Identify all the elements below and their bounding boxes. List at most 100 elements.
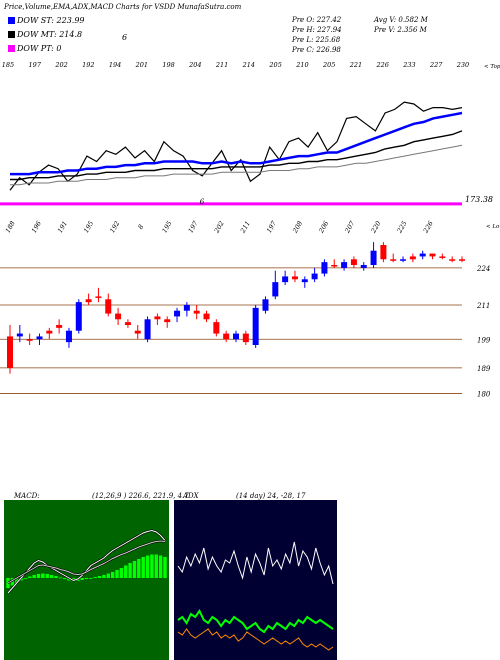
macd-histogram-bar bbox=[36, 574, 41, 578]
candle-body bbox=[223, 333, 230, 340]
price-tick-label: 211 bbox=[476, 302, 490, 310]
macd-background bbox=[4, 500, 169, 660]
legend-mt-label: DOW MT: 214.8 bbox=[17, 30, 83, 39]
page-title: Price,Volume,EMA,ADX,MACD Charts for VSD… bbox=[4, 3, 242, 11]
candle-body bbox=[154, 316, 161, 320]
info-prev-high: Pre H: 227.94 bbox=[292, 26, 342, 34]
tops-label: 205 bbox=[268, 61, 281, 69]
macd-histogram-bar bbox=[80, 578, 84, 580]
macd-histogram-bar bbox=[28, 576, 32, 578]
adx-line bbox=[177, 541, 334, 585]
candle-body bbox=[262, 299, 269, 311]
tops-label: 211 bbox=[215, 61, 228, 69]
tops-label: 230 bbox=[456, 61, 469, 69]
lows-label: 197 bbox=[265, 219, 279, 234]
candle-body bbox=[459, 259, 465, 261]
legend-st-swatch bbox=[8, 17, 15, 24]
lows-label: 208 bbox=[291, 220, 305, 236]
candle-body bbox=[301, 279, 308, 283]
lows-label: 226 bbox=[421, 220, 435, 236]
tops-label: 221 bbox=[349, 61, 362, 69]
tops-label: 210 bbox=[295, 61, 308, 69]
lows-label: 8 bbox=[136, 223, 145, 231]
candle-body bbox=[7, 336, 13, 368]
candle-body bbox=[183, 305, 190, 311]
lows-label: 196 bbox=[30, 220, 43, 235]
macd-histogram-bar bbox=[97, 576, 102, 578]
ema-series-line bbox=[9, 101, 463, 191]
tops-label: 185 bbox=[2, 61, 14, 69]
price-tick-label: 224 bbox=[476, 265, 490, 273]
macd-histogram-bar bbox=[84, 578, 89, 579]
macd-histogram-bar bbox=[158, 555, 163, 578]
candle-body bbox=[95, 296, 102, 298]
macd-histogram-bar bbox=[115, 570, 119, 578]
price-chart: 185 197 202 192 194 201 198 204 211 214 205 210 205 2… bbox=[0, 61, 500, 399]
legend-dow-pt: DOW PT: 0 bbox=[8, 44, 62, 53]
tops-label: 201 bbox=[135, 61, 148, 69]
candle-body bbox=[331, 265, 338, 267]
macd-title: MACD: bbox=[14, 492, 40, 500]
candle-body bbox=[380, 245, 387, 260]
macd-histogram-bar bbox=[106, 573, 111, 578]
legend-pt-label: DOW PT: 0 bbox=[17, 44, 62, 53]
info-prev-volume: Pre V: 2.356 M bbox=[374, 26, 427, 34]
tops-label: 226 bbox=[375, 61, 388, 69]
candle-body bbox=[242, 333, 249, 343]
lows-label: 211 bbox=[238, 220, 252, 236]
macd-histogram-bar bbox=[132, 561, 137, 578]
macd-histogram-bar bbox=[15, 578, 19, 583]
tops-label: 204 bbox=[188, 61, 201, 69]
lows-label: 225 bbox=[395, 220, 409, 236]
macd-line bbox=[7, 540, 166, 584]
candle-body bbox=[16, 333, 23, 337]
legend-st-marker: 6 bbox=[122, 33, 128, 42]
lows-label: 192 bbox=[108, 220, 121, 235]
macd-chart bbox=[4, 500, 169, 660]
lows-label: 195 bbox=[82, 220, 95, 235]
candle-body bbox=[419, 253, 426, 257]
lows-label: 191 bbox=[56, 220, 69, 235]
dow-pt-price-label: 173.38 bbox=[465, 195, 493, 204]
macd-line bbox=[7, 529, 166, 594]
lows-label: 188 bbox=[4, 220, 17, 235]
candle-body bbox=[203, 313, 210, 320]
candle-body bbox=[341, 262, 348, 268]
legend-dow-st: DOW ST: 223.99 bbox=[8, 16, 85, 25]
candle-body bbox=[46, 330, 53, 334]
candle-body bbox=[400, 259, 407, 261]
macd-histogram-bar bbox=[54, 576, 58, 578]
lows-label: 197 bbox=[187, 219, 201, 234]
ema-series-line bbox=[10, 130, 463, 181]
macd-histogram-bar bbox=[41, 573, 45, 578]
candle-body bbox=[252, 307, 259, 345]
macd-histogram-bar bbox=[145, 555, 150, 578]
candle-body bbox=[233, 333, 239, 340]
lows-right-label: < Lows bbox=[486, 224, 500, 230]
candle-body bbox=[311, 273, 318, 280]
candle-body bbox=[213, 322, 220, 334]
adx-line bbox=[177, 609, 334, 634]
candle-body bbox=[291, 276, 298, 280]
macd-subtitle: (12,26,9 ) 226.6, 221.9, 4.7 bbox=[92, 492, 189, 500]
candle-body bbox=[429, 253, 436, 257]
macd-histogram-bar bbox=[124, 565, 128, 578]
candle-body bbox=[56, 325, 63, 328]
candle-body bbox=[370, 250, 377, 265]
price-tick-label: 189 bbox=[477, 365, 491, 373]
adx-chart bbox=[174, 500, 337, 660]
price-tick-label: 199 bbox=[477, 336, 491, 344]
macd-histogram-bar bbox=[45, 574, 49, 578]
tops-label: 192 bbox=[82, 61, 94, 69]
adx-subtitle: (14 day) 24, -28, 17 bbox=[236, 492, 306, 500]
adx-line bbox=[177, 628, 334, 651]
macd-histogram-bar bbox=[163, 557, 167, 578]
legend-dow-mt: DOW MT: 214.8 bbox=[8, 30, 82, 39]
candle-body bbox=[272, 282, 279, 297]
candle-body bbox=[36, 336, 43, 340]
lows-label: 206 bbox=[317, 220, 331, 236]
candle-body bbox=[390, 259, 397, 261]
macd-histogram-bar bbox=[62, 578, 67, 579]
candle-body bbox=[164, 319, 171, 323]
lows-label: 195 bbox=[160, 220, 173, 235]
